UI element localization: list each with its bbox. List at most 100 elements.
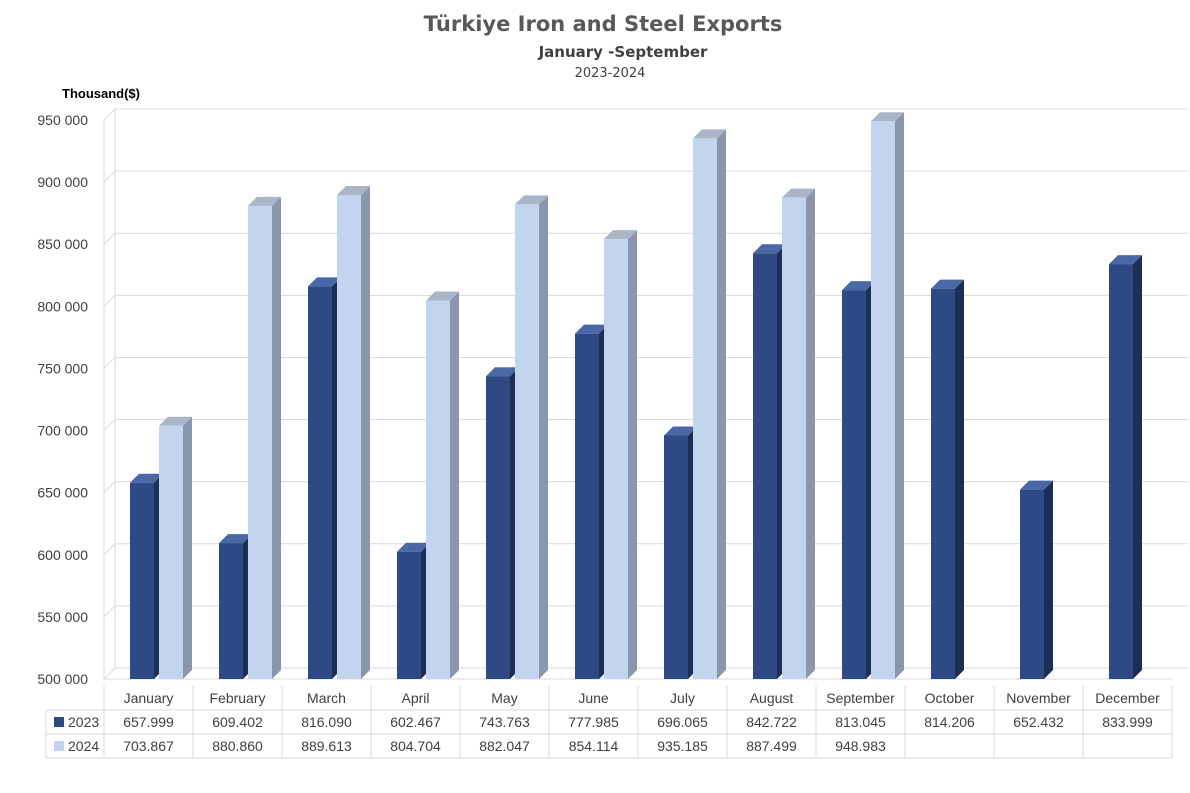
bar-front <box>159 425 183 679</box>
bar-2023-may <box>486 367 519 679</box>
y-axis-label: Thousand($) <box>62 86 140 101</box>
bar-side <box>628 230 637 679</box>
bar-front <box>842 290 866 679</box>
bar-top <box>1109 255 1142 265</box>
bar-front <box>753 253 777 679</box>
data-label: 703.867 <box>123 738 174 754</box>
gridline-depth <box>103 667 116 680</box>
bar-top <box>753 244 786 254</box>
bar-front <box>219 543 243 679</box>
gridlines <box>103 108 1188 680</box>
bar-top <box>426 291 459 301</box>
chart-title: Türkiye Iron and Steel Exports <box>424 12 783 36</box>
gridline-depth <box>103 605 116 618</box>
bar-top <box>842 281 875 291</box>
gridline-depth <box>103 108 116 121</box>
bar-2024-march <box>337 186 370 679</box>
bar-top <box>782 188 815 198</box>
bar-top <box>397 542 430 552</box>
data-label: 854.114 <box>569 738 619 754</box>
bar-top <box>219 534 252 544</box>
bar-front <box>515 204 539 679</box>
category-label: October <box>925 690 975 706</box>
bar-top <box>486 367 519 377</box>
bars <box>130 112 1142 680</box>
bar-2023-june <box>575 324 608 679</box>
bar-front <box>575 333 599 679</box>
bar-top <box>515 195 548 205</box>
data-label: 777.985 <box>568 714 619 730</box>
category-label: November <box>1006 690 1071 706</box>
bar-top <box>931 279 964 289</box>
category-label: July <box>670 690 695 706</box>
bar-2023-august <box>753 244 786 679</box>
bar-side <box>450 291 459 679</box>
data-label: 804.704 <box>390 738 441 754</box>
bar-front <box>308 286 332 679</box>
data-label: 696.065 <box>657 714 708 730</box>
bar-side <box>717 129 726 680</box>
bar-top <box>871 112 904 122</box>
bar-2024-february <box>248 196 281 679</box>
gridline-depth <box>103 543 116 556</box>
gridline-depth <box>103 294 116 307</box>
bar-front <box>1020 489 1044 679</box>
bar-side <box>183 416 192 679</box>
data-label: 652.432 <box>1013 714 1064 730</box>
bar-top <box>693 129 726 139</box>
data-label: 833.999 <box>1102 714 1153 730</box>
data-label: 887.499 <box>746 738 797 754</box>
bar-2023-october <box>931 279 964 679</box>
bar-2024-april <box>426 291 459 679</box>
bar-2023-april <box>397 542 430 679</box>
bar-2023-january <box>130 473 163 679</box>
category-label: December <box>1095 690 1160 706</box>
bar-side <box>1133 255 1142 680</box>
data-label: 889.613 <box>301 738 352 754</box>
bar-front <box>1109 264 1133 679</box>
data-label: 814.206 <box>924 714 975 730</box>
bar-top <box>308 277 341 287</box>
bar-2024-july <box>693 129 726 680</box>
bar-side <box>1044 480 1053 679</box>
y-tick-label: 850 000 <box>37 236 88 252</box>
legend-label: 2024 <box>68 738 99 754</box>
category-label: May <box>491 690 517 706</box>
bar-2024-august <box>782 188 815 679</box>
bar-2024-june <box>604 230 637 679</box>
y-tick-label: 500 000 <box>37 671 88 687</box>
y-tick-label: 900 000 <box>37 174 88 190</box>
chart-subtitle: January -September <box>538 43 708 61</box>
bar-2024-january <box>159 416 192 679</box>
bar-top <box>664 426 697 436</box>
bar-2023-november <box>1020 480 1053 679</box>
bar-2023-december <box>1109 255 1142 680</box>
data-label: 882.047 <box>479 738 530 754</box>
gridline-depth <box>103 419 116 431</box>
data-table: January February March April May June July Augu… <box>45 686 1173 759</box>
bar-front <box>337 195 361 679</box>
bar-2024-september <box>871 112 904 680</box>
legend-label: 2023 <box>68 714 99 730</box>
bar-front <box>426 300 450 679</box>
data-label: 743.763 <box>479 714 530 730</box>
category-label: June <box>578 690 609 706</box>
y-axis-ticks: 500 000 550 000 600 000 650 000 700 000 750 0… <box>37 112 88 687</box>
data-label: 602.467 <box>390 714 441 730</box>
category-label: March <box>307 690 346 706</box>
category-label: September <box>826 690 895 706</box>
bar-front <box>871 121 895 680</box>
bar-front <box>130 482 154 679</box>
y-tick-label: 950 000 <box>37 112 88 128</box>
bar-top <box>130 473 163 483</box>
bar-front <box>397 551 421 679</box>
y-tick-label: 600 000 <box>37 547 88 563</box>
data-label: 935.185 <box>657 738 708 754</box>
bar-2023-july <box>664 426 697 679</box>
bar-front <box>248 205 272 679</box>
data-label: 609.402 <box>212 714 263 730</box>
chart-period: 2023-2024 <box>575 66 646 81</box>
bar-2023-march <box>308 277 341 679</box>
y-tick-label: 550 000 <box>37 609 88 625</box>
